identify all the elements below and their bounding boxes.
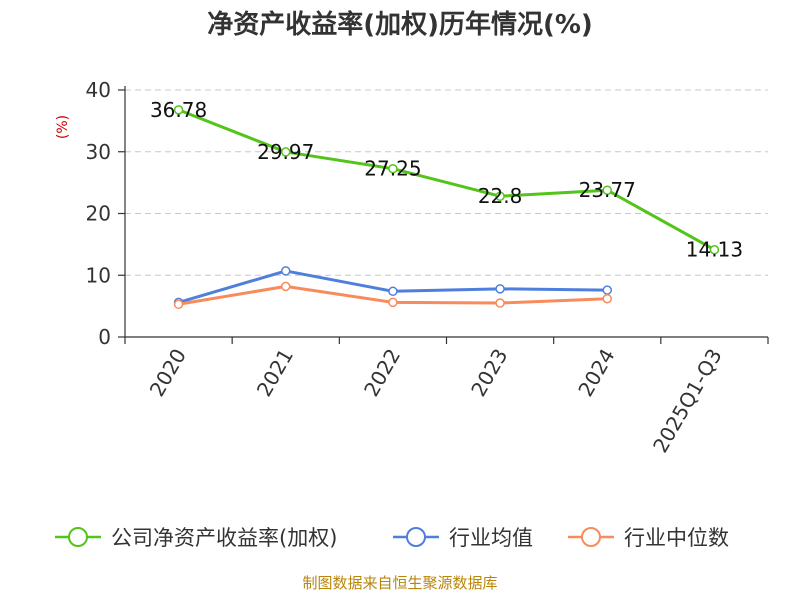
source-note: 制图数据来自恒生聚源数据库 bbox=[302, 574, 497, 592]
data-label: 36.78 bbox=[150, 98, 207, 122]
data-point bbox=[173, 105, 184, 115]
x-tick-label: 2024 bbox=[573, 345, 619, 401]
data-point bbox=[388, 297, 398, 308]
data-point bbox=[709, 244, 720, 255]
legend-item-1: 行业均值 bbox=[449, 526, 533, 550]
y-tick-label: 20 bbox=[86, 202, 111, 226]
data-point bbox=[173, 299, 184, 310]
x-tick-label: 2023 bbox=[466, 345, 512, 401]
x-tick-label: 2021 bbox=[252, 345, 298, 401]
data-label: 14.13 bbox=[686, 238, 743, 262]
data-point bbox=[388, 286, 398, 297]
data-point bbox=[602, 293, 612, 304]
data-point bbox=[602, 185, 612, 195]
chart-title: 净资产收益率(加权)历年情况(%) bbox=[207, 9, 593, 40]
y-tick-label: 0 bbox=[98, 325, 111, 349]
legend: 公司净资产收益率(加权) 行业均值 行业中位数 bbox=[55, 526, 729, 550]
data-label: 29.97 bbox=[257, 140, 314, 164]
series-line-0 bbox=[178, 108, 716, 252]
data-label: 23.77 bbox=[579, 178, 636, 202]
axes: 0 10 20 30 40 2020 2021 2022 2023 2024 2025Q1-Q3 bbox=[86, 78, 769, 457]
data-label: 22.8 bbox=[478, 184, 523, 208]
legend-item-2: 行业中位数 bbox=[624, 526, 729, 550]
legend-item-0: 公司净资产收益率(加权) bbox=[111, 526, 337, 550]
legend-marker-1 bbox=[406, 527, 426, 547]
data-point bbox=[602, 285, 612, 295]
y-tick-label: 30 bbox=[86, 140, 111, 164]
x-tick-label: 2020 bbox=[145, 345, 191, 401]
y-tick-label: 40 bbox=[86, 78, 111, 102]
data-point bbox=[388, 163, 398, 174]
legend-marker-0 bbox=[68, 527, 88, 547]
x-tick-label: 2025Q1-Q3 bbox=[648, 345, 727, 457]
data-point bbox=[495, 191, 505, 201]
x-tick-label: 2022 bbox=[359, 345, 405, 401]
series bbox=[173, 105, 720, 310]
data-labels: 36.78 29.97 27.25 22.8 23.77 14.13 bbox=[150, 98, 743, 262]
data-point bbox=[495, 298, 505, 308]
data-label: 27.25 bbox=[364, 157, 421, 181]
data-point bbox=[281, 147, 291, 157]
y-tick-label: 10 bbox=[86, 263, 111, 287]
data-point bbox=[281, 281, 291, 292]
legend-marker-2 bbox=[581, 527, 601, 547]
data-point bbox=[281, 266, 291, 276]
data-point bbox=[495, 284, 505, 294]
grid bbox=[125, 89, 768, 276]
y-axis-label: (%) bbox=[55, 115, 71, 139]
